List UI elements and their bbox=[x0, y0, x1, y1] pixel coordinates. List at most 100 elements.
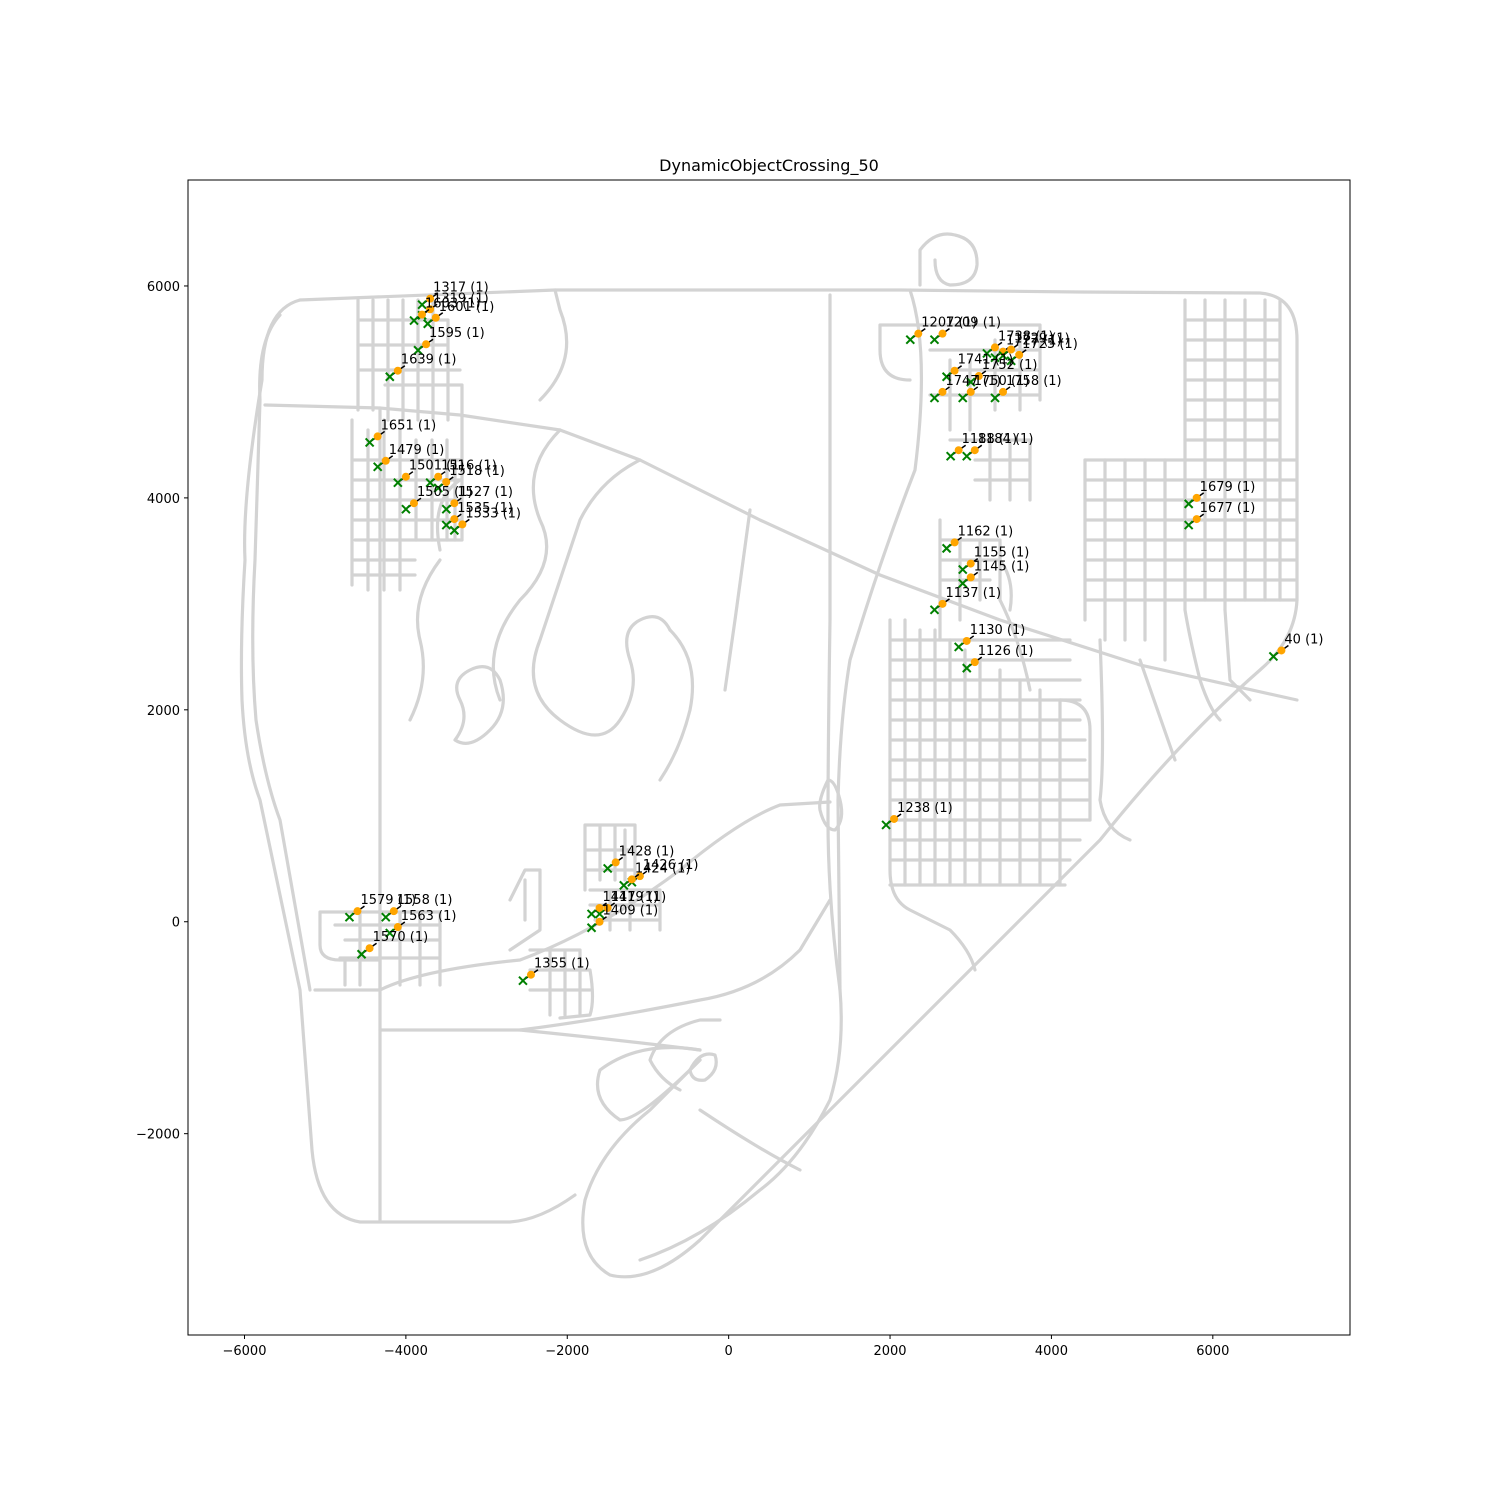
point-label: 40 (1) bbox=[1284, 632, 1323, 647]
end-point-stroke bbox=[433, 483, 443, 493]
end-point-stroke bbox=[1183, 499, 1194, 509]
end-point-stroke bbox=[602, 863, 613, 874]
end-point-stroke bbox=[409, 315, 419, 326]
end-point bbox=[356, 949, 367, 959]
end-point bbox=[433, 483, 443, 493]
point-label: 1207 (1) bbox=[921, 316, 977, 331]
end-point bbox=[945, 451, 956, 461]
y-tick-label: −2000 bbox=[136, 1128, 180, 1143]
point-label: 1677 (1) bbox=[1200, 501, 1256, 516]
end-point-stroke bbox=[881, 820, 891, 830]
road bbox=[531, 458, 672, 737]
end-point-stroke bbox=[958, 578, 968, 589]
point-label: 1162 (1) bbox=[958, 524, 1014, 539]
point-label: 1727 (1) bbox=[1006, 334, 1062, 349]
road bbox=[723, 508, 752, 692]
start-point bbox=[373, 432, 382, 441]
end-point bbox=[413, 345, 423, 355]
road bbox=[836, 288, 924, 992]
x-tick-label: 0 bbox=[725, 1344, 733, 1359]
road bbox=[648, 1018, 722, 1092]
end-point bbox=[385, 372, 395, 382]
start-point bbox=[426, 305, 435, 314]
end-point-stroke bbox=[958, 393, 968, 403]
end-point bbox=[990, 352, 1000, 363]
point-label: 1738 (1) bbox=[998, 329, 1054, 344]
start-point bbox=[526, 970, 535, 979]
start-point bbox=[393, 923, 402, 932]
start-point bbox=[595, 917, 604, 926]
point-label: 1535 (1) bbox=[457, 501, 513, 516]
point-label: 1319 (1) bbox=[433, 291, 489, 306]
road bbox=[595, 1045, 702, 1122]
end-point-stroke bbox=[929, 334, 940, 345]
end-point bbox=[409, 315, 419, 326]
road bbox=[1083, 458, 1299, 602]
end-point-stroke bbox=[990, 352, 1000, 363]
end-point bbox=[423, 319, 433, 329]
road-network bbox=[239, 232, 1299, 1279]
end-point-stroke bbox=[385, 928, 395, 938]
point-label: 1184 (1) bbox=[978, 432, 1034, 447]
x-tick-label: −2000 bbox=[545, 1344, 589, 1359]
road bbox=[1183, 318, 1282, 442]
y-tick-label: 0 bbox=[172, 916, 180, 931]
end-point bbox=[958, 393, 968, 403]
end-point bbox=[982, 348, 992, 359]
data-marks: 1317 (1)1319 (1)1601 (1)1603 (1) 1595 (1)… bbox=[344, 281, 1324, 986]
end-point bbox=[1183, 520, 1194, 530]
road bbox=[818, 778, 844, 832]
end-point-stroke bbox=[998, 350, 1008, 361]
end-point bbox=[1183, 499, 1194, 509]
start-point bbox=[393, 366, 402, 375]
start-point bbox=[353, 907, 362, 916]
point-label: 1355 (1) bbox=[534, 957, 590, 972]
end-point-stroke bbox=[905, 334, 915, 345]
end-point bbox=[962, 663, 972, 673]
point-label: 1725 (1) bbox=[1022, 337, 1078, 352]
x-tick-label: −4000 bbox=[384, 1344, 428, 1359]
point-label: 1758 (1) bbox=[1006, 374, 1062, 389]
point-label: 1426 (1) bbox=[643, 858, 699, 873]
start-point bbox=[966, 387, 975, 396]
end-point-stroke bbox=[1183, 520, 1194, 530]
point-label: 1417 (1) bbox=[603, 890, 659, 905]
point-label: 1238 (1) bbox=[897, 801, 953, 816]
point-label: 1601 (1) bbox=[439, 300, 495, 315]
y-tick-label: 2000 bbox=[147, 704, 180, 719]
x-tick-label: 4000 bbox=[1035, 1344, 1068, 1359]
point-label: 1419 (1) bbox=[611, 890, 667, 905]
point-label: 1501 (1) bbox=[409, 459, 465, 474]
end-point-stroke bbox=[372, 462, 383, 472]
start-point bbox=[389, 907, 398, 916]
start-point bbox=[595, 903, 604, 912]
start-point bbox=[611, 858, 620, 867]
point-label: 1579 (1) bbox=[360, 893, 416, 908]
end-point-stroke bbox=[425, 477, 435, 488]
end-point bbox=[393, 477, 403, 488]
end-point-stroke bbox=[586, 909, 597, 919]
end-point bbox=[364, 437, 375, 448]
start-point bbox=[1015, 350, 1024, 359]
road bbox=[688, 1052, 718, 1082]
start-point bbox=[966, 573, 975, 582]
end-point bbox=[449, 525, 460, 536]
road bbox=[408, 558, 442, 722]
start-point bbox=[458, 520, 467, 529]
start-point bbox=[434, 472, 443, 481]
end-point-stroke bbox=[929, 605, 940, 615]
start-point bbox=[962, 636, 971, 645]
start-point bbox=[1007, 345, 1016, 354]
y-tick-label: 6000 bbox=[147, 280, 180, 295]
start-point bbox=[890, 814, 899, 823]
end-point-stroke bbox=[344, 912, 355, 922]
start-point bbox=[1192, 493, 1201, 502]
end-point bbox=[1006, 356, 1016, 366]
point-label: 1741 (1) bbox=[958, 353, 1014, 368]
end-point-stroke bbox=[990, 393, 1000, 403]
start-point bbox=[914, 329, 923, 338]
point-label: 1209 (1) bbox=[945, 316, 1001, 331]
end-point bbox=[962, 451, 972, 461]
end-point-stroke bbox=[401, 504, 411, 514]
